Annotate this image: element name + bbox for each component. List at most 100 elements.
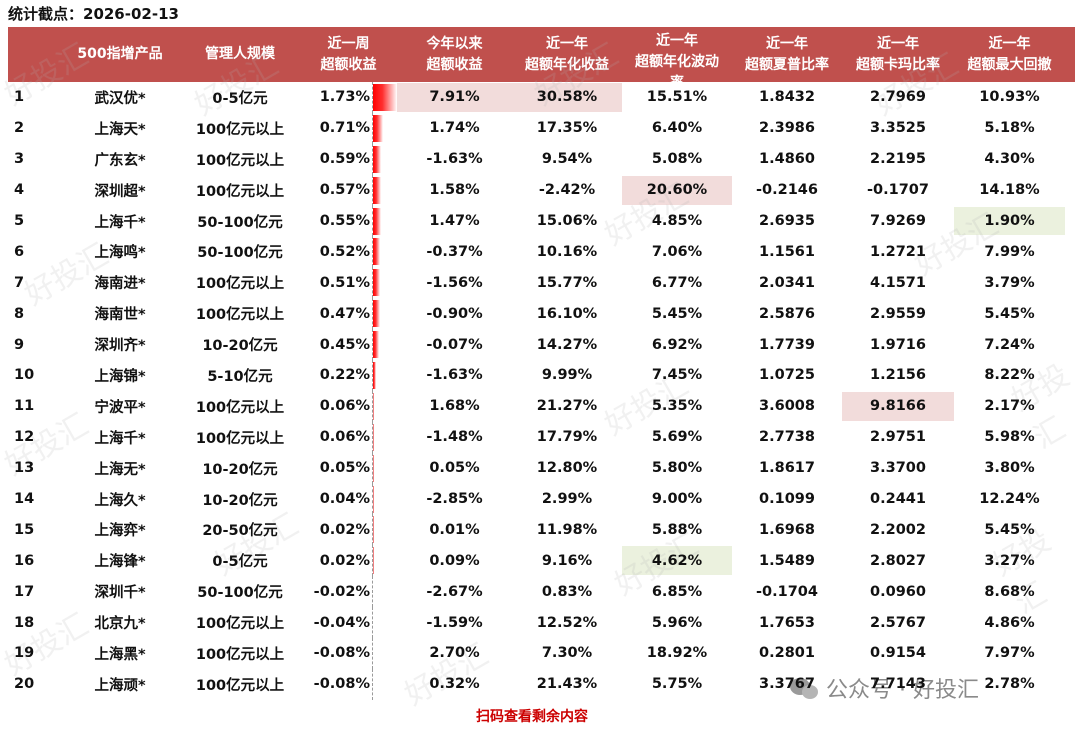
annual-volatility-cell: 9.00%: [622, 484, 732, 515]
max-drawdown-cell: 10.93%: [954, 82, 1065, 113]
week-excess-cell: 0.04%: [300, 484, 372, 515]
calmar-ratio-cell: 7.9269: [842, 206, 954, 237]
annual-volatility-cell: 18.92%: [622, 638, 732, 669]
max-drawdown-cell-value: 5.98%: [984, 429, 1035, 446]
week-excess-cell: 0.55%: [300, 206, 372, 237]
header-calmar-line2: 超额卡玛比率: [856, 56, 940, 73]
annual-return-cell-value: 7.30%: [541, 645, 593, 662]
ytd-excess-cell: 0.01%: [397, 514, 512, 545]
manager-scale-cell-value: 50-100亿元: [197, 214, 283, 231]
annual-return-cell: 9.54%: [512, 144, 622, 175]
max-drawdown-cell: 2.78%: [954, 669, 1065, 700]
ytd-excess-cell: 0.09%: [397, 545, 512, 576]
manager-scale-cell: 50-100亿元: [180, 576, 300, 607]
header-ann-vol-line2: 超额年化波动: [635, 54, 719, 70]
max-drawdown-cell-value: 1.90%: [984, 213, 1035, 229]
rank-cell-value: 7: [14, 274, 25, 291]
calmar-ratio-cell-value: 7.9269: [870, 213, 926, 229]
ytd-excess-cell-value: -1.63%: [426, 151, 483, 168]
ytd-excess-cell-value: -1.63%: [426, 367, 483, 384]
rank-cell: 2: [8, 113, 60, 144]
scan-to-view-more-link[interactable]: 扫码查看剩余内容: [476, 709, 588, 725]
week-excess-cell-value: 0.05%: [319, 460, 370, 477]
annual-volatility-cell: 15.51%: [622, 82, 732, 113]
manager-scale-cell-value: 10-20亿元: [202, 461, 278, 478]
rank-cell: 5: [8, 206, 60, 237]
sharpe-ratio-cell: 1.4860: [732, 144, 842, 175]
ytd-excess-cell-value: 0.09%: [429, 552, 480, 569]
annual-return-cell-value: 9.54%: [541, 151, 593, 168]
annual-volatility-cell: 5.45%: [622, 298, 732, 329]
week-excess-cell: 0.06%: [300, 422, 372, 453]
annual-return-cell: 0.83%: [512, 576, 622, 607]
calmar-ratio-cell-value: 1.2156: [870, 367, 926, 384]
product-name-cell-value: 上海久*: [94, 492, 146, 509]
table-row: 15 上海弈* 20-50亿元 0.02% 0.01% 11.98% 5.88% 1.6968…: [8, 514, 1075, 546]
week-excess-databar: [372, 483, 397, 515]
annual-return-cell-value: 9.16%: [541, 552, 593, 569]
manager-scale-cell-value: 100亿元以上: [195, 616, 285, 633]
week-excess-databar: [372, 267, 397, 299]
max-drawdown-cell: 4.86%: [954, 607, 1065, 638]
annual-return-cell-value: 11.98%: [536, 521, 598, 538]
table-row: 19 上海黑* 100亿元以上 -0.08% 2.70% 7.30% 18.92% 0.280…: [8, 638, 1075, 669]
calmar-ratio-cell-value: 2.9751: [870, 429, 926, 446]
databar-fill: [373, 361, 377, 389]
week-excess-cell: 0.45%: [300, 329, 372, 360]
week-excess-databar: [372, 452, 397, 484]
annual-volatility-cell: 7.45%: [622, 360, 732, 391]
table-row: 8 海南世* 100亿元以上 0.47% -0.90% 16.10% 5.45% 2.5876…: [8, 298, 1075, 330]
highlight-max: [397, 83, 512, 112]
week-excess-databar: [372, 236, 397, 268]
product-name-cell: 宁波平*: [60, 391, 180, 422]
week-excess-databar: [372, 668, 397, 700]
annual-return-cell: 15.77%: [512, 267, 622, 298]
ytd-excess-cell-value: -1.59%: [426, 614, 483, 631]
max-drawdown-cell: 7.24%: [954, 329, 1065, 360]
manager-scale-cell-value: 10-20亿元: [202, 338, 278, 355]
manager-scale-cell: 100亿元以上: [180, 298, 300, 329]
header-rank: [8, 27, 60, 82]
annual-return-cell-value: 12.52%: [536, 614, 598, 631]
ytd-excess-cell: 0.32%: [397, 669, 512, 700]
annual-return-cell-value: 15.06%: [536, 213, 598, 229]
product-name-cell: 上海黑*: [60, 638, 180, 669]
max-drawdown-cell-value: 3.27%: [984, 552, 1035, 569]
annual-volatility-cell-value: 5.08%: [651, 151, 703, 168]
sharpe-ratio-cell: -0.2146: [732, 175, 842, 206]
rank-cell: 6: [8, 236, 60, 267]
annual-return-cell: 9.16%: [512, 545, 622, 576]
manager-scale-cell: 100亿元以上: [180, 267, 300, 298]
product-name-cell-value: 上海千*: [94, 214, 146, 231]
max-drawdown-cell-value: 12.24%: [979, 491, 1040, 508]
rank-cell: 13: [8, 453, 60, 484]
product-name-cell: 深圳千*: [60, 576, 180, 607]
sharpe-ratio-cell-value: 2.0341: [759, 274, 815, 291]
max-drawdown-cell: 5.18%: [954, 113, 1065, 144]
sharpe-ratio-cell-value: 1.5489: [759, 552, 815, 569]
rank-cell: 15: [8, 514, 60, 545]
max-drawdown-cell-value: 10.93%: [979, 89, 1040, 106]
calmar-ratio-cell: 9.8166: [842, 391, 954, 422]
annual-volatility-cell-value: 6.92%: [651, 336, 703, 353]
max-drawdown-cell: 8.68%: [954, 576, 1065, 607]
header-scale: 管理人规模: [180, 27, 300, 82]
highlight-max: [622, 175, 732, 205]
annual-volatility-cell-value: 7.45%: [651, 367, 703, 384]
manager-scale-cell: 0-5亿元: [180, 82, 300, 113]
annual-volatility-cell-value: 5.80%: [651, 460, 703, 477]
product-name-cell-value: 上海弈*: [94, 523, 146, 540]
ytd-excess-cell-value: 0.01%: [429, 521, 480, 538]
product-name-cell: 深圳超*: [60, 175, 180, 206]
max-drawdown-cell-value: 8.22%: [984, 367, 1035, 384]
ytd-excess-cell: -0.90%: [397, 298, 512, 329]
ytd-excess-cell: -0.07%: [397, 329, 512, 360]
header-ytd-excess: 今年以来 超额收益: [397, 27, 512, 82]
annual-volatility-cell-value: 15.51%: [646, 89, 708, 106]
manager-scale-cell: 10-20亿元: [180, 484, 300, 515]
week-excess-cell-value: -0.02%: [313, 583, 370, 600]
calmar-ratio-cell-value: 3.3700: [870, 460, 926, 477]
header-sharpe-line1: 近一年: [766, 35, 808, 52]
week-excess-databar: [372, 82, 397, 113]
annual-volatility-cell-value: 5.35%: [651, 398, 703, 415]
